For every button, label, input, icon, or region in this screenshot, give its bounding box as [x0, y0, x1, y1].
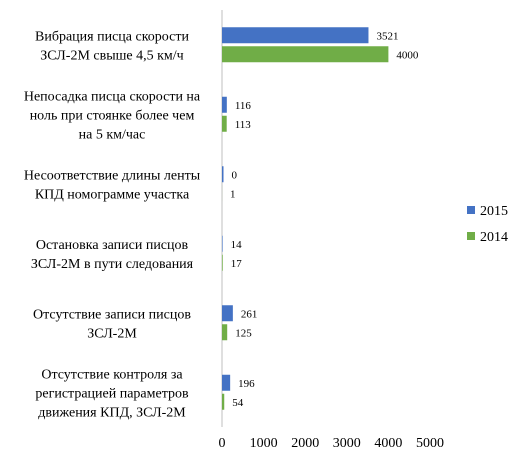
data-label-2015: 3521	[376, 30, 398, 42]
data-label-2014: 1	[230, 188, 236, 200]
legend-label-2015: 2015	[480, 204, 508, 219]
category-label-line: ЗСЛ-2М в пути следования	[31, 257, 194, 272]
legend-swatch-2014	[467, 232, 475, 240]
bar-2015	[222, 96, 227, 113]
category-label-line: ноль при стоянке более чем	[30, 108, 195, 123]
data-label-2015: 116	[235, 100, 252, 112]
category-label: Отсутствие контроля за регистрацией парам…	[35, 367, 189, 420]
bar-2015	[222, 27, 369, 44]
data-label-2014: 54	[232, 397, 244, 409]
x-tick-label: 1000	[250, 436, 278, 451]
x-tick-label: 5000	[416, 436, 444, 451]
data-label-2014: 17	[231, 258, 243, 270]
x-tick-label: 3000	[333, 436, 361, 451]
x-axis-ticks: 0 1000 2000 3000 4000 5000	[219, 436, 445, 451]
data-label-2015: 14	[231, 239, 243, 251]
category-label: Отсутствие записи писцов ЗСЛ-2М	[33, 307, 191, 341]
category-label: Несоответствие длины ленты КПД номограмме…	[24, 168, 201, 202]
category-label-line: Отсутствие записи писцов	[33, 307, 191, 322]
data-label-2014: 113	[235, 119, 252, 131]
data-label-2015: 196	[238, 378, 255, 390]
legend-label-2014: 2014	[480, 230, 508, 245]
category-label: Остановка записи писцов ЗСЛ-2М в пути сле…	[31, 238, 194, 272]
bar-2015	[222, 166, 224, 183]
bar-2014	[222, 324, 228, 341]
bar-2015	[222, 235, 223, 252]
category-label-line: Отсутствие контроля за	[41, 367, 183, 382]
data-label-2015: 261	[241, 308, 258, 320]
data-label-2014: 125	[235, 327, 252, 339]
category-label-line: на 5 км/час	[79, 127, 146, 142]
bar-2015	[222, 374, 231, 391]
category-labels: Вибрация писца скорости ЗСЛ-2М свыше 4,5 …	[24, 29, 201, 420]
bar-2014	[222, 46, 389, 63]
bar-2014	[222, 393, 225, 410]
category-label-line: Остановка записи писцов	[36, 238, 189, 253]
category-label-line: Вибрация писца скорости	[35, 29, 189, 44]
legend-swatch-2015	[467, 206, 475, 214]
x-tick-label: 4000	[374, 436, 402, 451]
data-label-2015: 0	[232, 169, 238, 181]
category-label-line: движения КПД, ЗСЛ-2М	[38, 405, 186, 420]
data-label-2014: 4000	[396, 49, 419, 61]
bar-2014	[222, 115, 227, 132]
category-label-line: ЗСЛ-2М свыше 4,5 км/ч	[40, 48, 183, 63]
x-tick-label: 2000	[291, 436, 319, 451]
category-label-line: КПД номограмме участка	[35, 187, 190, 202]
x-tick-label: 0	[219, 436, 226, 451]
category-label: Непосадка писца скорости на ноль при стоя…	[24, 89, 201, 142]
category-label-line: Непосадка писца скорости на	[24, 89, 201, 104]
bars: 3521 4000 116 113 0 1 14 17 261 125 196 54	[222, 27, 419, 410]
bar-2015	[222, 305, 233, 322]
category-label-line: ЗСЛ-2М	[87, 326, 137, 341]
category-label: Вибрация писца скорости ЗСЛ-2М свыше 4,5 …	[35, 29, 189, 63]
legend: 2015 2014	[467, 204, 508, 245]
category-label-line: регистрацией параметров	[35, 386, 189, 401]
category-label-line: Несоответствие длины ленты	[24, 168, 201, 183]
bar-2014	[222, 254, 223, 271]
